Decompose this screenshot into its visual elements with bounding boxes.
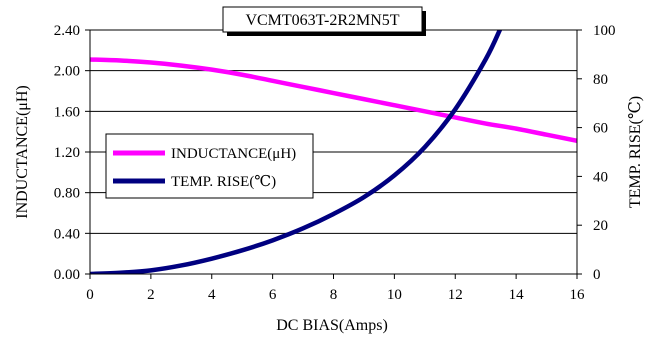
y-right-tick-label: 60 [593,121,608,137]
x-tick-label: 8 [330,287,338,303]
y-right-tick-label: 20 [593,218,608,234]
x-tick-label: 0 [86,287,94,303]
legend: INDUCTANCE(μH) TEMP. RISE(℃) [105,133,314,199]
legend-label-temp-rise: TEMP. RISE(℃) [171,174,276,190]
x-axis-label: DC BIAS(Amps) [276,317,388,334]
legend-label-inductance: INDUCTANCE(μH) [171,146,296,162]
series-line-inductance [90,57,577,144]
chart-title: VCMT063T-2R2MN5T [245,12,399,29]
y-right-tick-label: 100 [593,23,616,39]
legend-frame [105,133,314,199]
series-lines [90,30,577,274]
x-tick-label: 16 [570,287,586,303]
series-line-temp-rise [90,30,503,274]
y-right-tick-label: 40 [593,169,608,185]
y-axis-right-label: TEMP. RISE(℃) [627,96,644,208]
chart-title-frame [222,6,423,33]
chart-title-box: VCMT063T-2R2MN5T [222,6,426,36]
y-axis-left-label: INDUCTANCE(μH) [14,85,31,219]
x-tick-label: 6 [269,287,277,303]
x-tick-label: 12 [448,287,463,303]
y-left-tick-label: 2.40 [54,23,80,39]
axis-ticks: 0.000.400.801.201.602.002.40020406080100… [54,23,616,303]
y-left-tick-label: 1.60 [54,104,80,120]
y-left-tick-label: 0.00 [54,267,80,283]
y-left-tick-label: 2.00 [54,64,80,80]
y-left-tick-label: 0.80 [54,186,80,202]
x-tick-label: 14 [509,287,525,303]
y-left-tick-label: 0.40 [54,226,80,242]
y-left-tick-label: 1.20 [54,145,80,161]
x-tick-label: 4 [208,287,216,303]
x-tick-label: 10 [387,287,402,303]
y-right-tick-label: 80 [593,72,608,88]
y-right-tick-label: 0 [593,267,601,283]
x-tick-label: 2 [147,287,155,303]
